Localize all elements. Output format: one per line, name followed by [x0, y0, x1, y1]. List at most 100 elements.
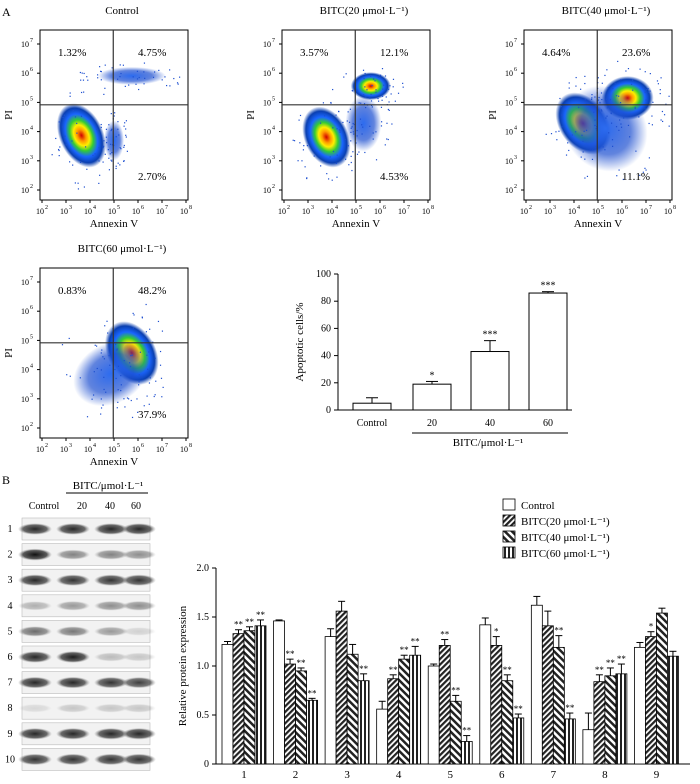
x-tick-exponent: 3: [553, 205, 556, 211]
y-tick-label: 10: [505, 69, 513, 78]
x-tick-label: 10: [302, 207, 310, 216]
legend-label: BITC(60 μmol·L⁻¹): [521, 548, 610, 560]
significance-marker: **: [440, 630, 450, 640]
protein-bar: [460, 741, 473, 765]
scatter-dot: [402, 82, 404, 84]
scatter-dot: [95, 345, 98, 347]
scatter-dot: [320, 165, 322, 167]
scatter-dot: [598, 96, 600, 99]
scatter-dot: [380, 125, 383, 127]
x-tick-label: 6: [499, 769, 505, 781]
y-tick-exponent: 5: [272, 96, 275, 102]
scatter-dot: [561, 114, 563, 116]
y-axis-label: PI: [245, 110, 257, 120]
y-tick-label: 10: [21, 307, 29, 316]
y-tick-exponent: 4: [30, 126, 33, 132]
scatter-dot: [105, 391, 107, 393]
y-tick-label: 60: [321, 323, 331, 334]
scatter-dot: [353, 133, 355, 135]
scatter-dot: [646, 89, 648, 91]
scatter-dot: [651, 124, 654, 126]
scatter-dot: [319, 122, 322, 124]
y-tick-exponent: 3: [272, 155, 275, 161]
scatter-dot: [336, 176, 338, 178]
scatter-dot: [117, 78, 119, 80]
x-tick-exponent: 8: [673, 205, 676, 211]
y-tick-label: 10: [21, 157, 29, 166]
scatter-dot: [604, 74, 606, 77]
scatter-dot: [358, 151, 360, 153]
scatter-dot: [133, 314, 135, 316]
flow-plot-title: Control: [105, 5, 139, 17]
protein-band: [94, 753, 128, 766]
x-tick-label: 10: [664, 207, 672, 216]
legend-swatch: [502, 530, 516, 543]
scatter-dot: [306, 145, 308, 147]
scatter-dot: [615, 126, 618, 128]
y-tick-label: 10: [21, 186, 29, 195]
scatter-dot: [94, 153, 96, 155]
scatter-dot: [338, 110, 340, 112]
scatter-dot: [593, 111, 595, 113]
scatter-dot: [110, 113, 112, 115]
scatter-dot: [350, 127, 352, 129]
flow-plot-3: BITC(40 μmol·L⁻¹)4.64% 23.6%11.1%10 2 10 3 10…: [487, 5, 676, 230]
scatter-dot: [369, 125, 371, 127]
scatter-dot: [355, 142, 357, 144]
scatter-dot: [100, 413, 102, 415]
scatter-dot: [386, 138, 388, 140]
scatter-dot: [100, 352, 102, 354]
protein-bar: [346, 653, 359, 765]
blot-row-label: 2: [8, 550, 13, 561]
scatter-dot: [80, 91, 83, 94]
significance-marker: *: [430, 370, 435, 381]
protein-band: [56, 703, 90, 713]
apoptosis-bar: [470, 351, 510, 411]
scatter-dot: [591, 97, 593, 99]
x-tick-label: 10: [592, 207, 600, 216]
scatter-dot: [143, 71, 145, 73]
scatter-dot: [66, 374, 68, 376]
protein-band: [94, 676, 128, 689]
x-tick-label: 10: [568, 207, 576, 216]
protein-bar: [501, 680, 514, 765]
cell-population-cluster: [302, 106, 351, 168]
y-tick-label: 10: [21, 278, 29, 287]
y-tick-label: 10: [505, 40, 513, 49]
protein-bar: [357, 680, 370, 765]
western-blot-panel: BITC/μmol·L⁻¹ Control 20 40 60 1 2 3 4 5 6 7 8 9 10: [5, 480, 156, 771]
scatter-dot: [100, 398, 102, 400]
x-tick-label: 10: [156, 207, 164, 216]
scatter-dot: [82, 79, 85, 81]
x-tick-label: 9: [654, 769, 660, 781]
significance-marker: ***: [541, 281, 556, 292]
scatter-dot: [132, 327, 134, 329]
scatter-dot: [103, 140, 105, 142]
scatter-dot: [342, 121, 344, 124]
x-tick-exponent: 4: [93, 205, 96, 211]
scatter-dot: [59, 146, 61, 148]
scatter-dot: [635, 150, 637, 152]
protein-band: [18, 728, 52, 740]
scatter-dot: [104, 153, 106, 155]
y-tick-exponent: 3: [30, 155, 33, 161]
scatter-dot: [111, 128, 113, 130]
protein-band: [122, 677, 156, 689]
scatter-dot: [117, 365, 120, 367]
scatter-dot: [132, 76, 134, 78]
scatter-dot: [377, 97, 379, 100]
scatter-dot: [381, 99, 383, 101]
scatter-dot: [627, 68, 630, 70]
scatter-dot: [605, 117, 607, 119]
scatter-dot: [120, 148, 122, 150]
scatter-dot: [352, 151, 354, 153]
scatter-dot: [388, 101, 390, 103]
scatter-dot: [619, 119, 621, 121]
scatter-dot: [138, 88, 140, 91]
scatter-dot: [120, 72, 122, 75]
scatter-dot: [632, 89, 634, 91]
scatter-dot: [389, 85, 391, 87]
scatter-dot: [131, 416, 134, 419]
scatter-points: [51, 62, 181, 190]
